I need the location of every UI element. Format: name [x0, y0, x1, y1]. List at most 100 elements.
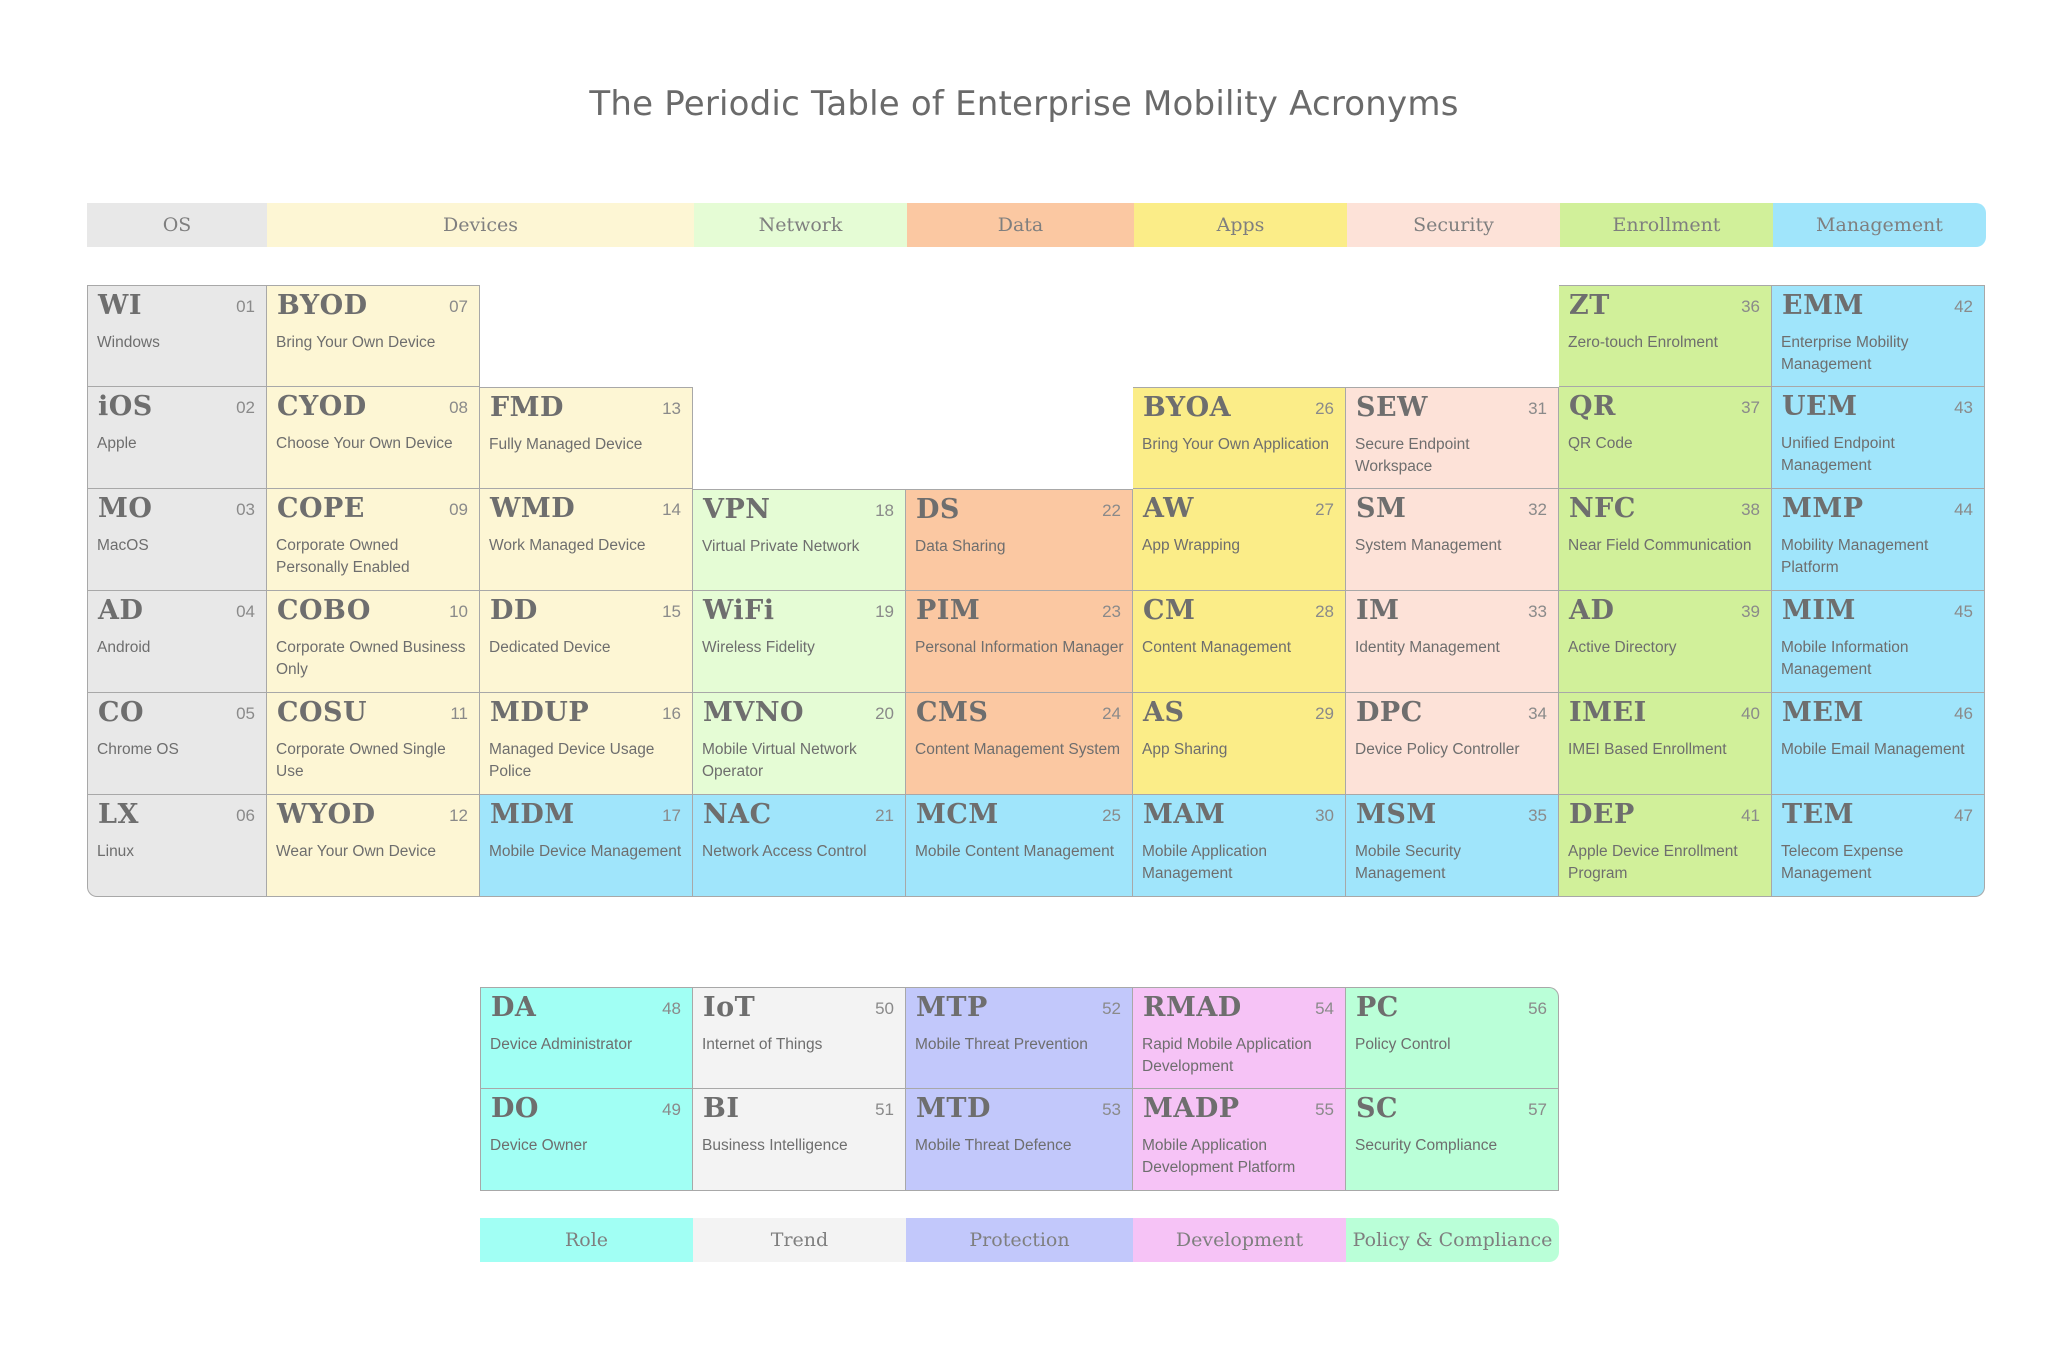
- element-symbol: IMEI: [1569, 697, 1647, 728]
- element-name: Network Access Control: [702, 843, 867, 860]
- element-name: Mobile Content Management: [915, 843, 1115, 860]
- element-symbol: BYOA: [1143, 392, 1232, 423]
- element-mcm-25: MCM 25 Mobile Content Management: [906, 795, 1133, 897]
- element-name: Security Compliance: [1355, 1137, 1498, 1154]
- element-byoa-26: BYOA 26 Bring Your Own Application: [1133, 387, 1346, 489]
- element-symbol: BYOD: [277, 290, 368, 321]
- element-number: 27: [1315, 500, 1334, 519]
- element-name: IMEI Based Enrollment: [1568, 741, 1727, 758]
- element-symbol: VPN: [703, 494, 771, 525]
- element-dd-15: DD 15 Dedicated Device: [480, 591, 693, 693]
- legend-development: Development: [1133, 1218, 1346, 1262]
- element-byod-07: BYOD 07 Bring Your Own Device: [267, 285, 480, 387]
- element-name: Mobile Threat Prevention: [915, 1036, 1088, 1053]
- element-name: Mobile Virtual Network Operator: [702, 741, 857, 780]
- element-number: 56: [1528, 999, 1547, 1018]
- element-symbol: SC: [1356, 1093, 1398, 1124]
- element-symbol: WYOD: [277, 799, 376, 830]
- element-symbol: MVNO: [703, 697, 805, 728]
- element-symbol: DS: [916, 494, 960, 525]
- element-name: Mobile Email Management: [1781, 741, 1965, 758]
- element-name: Content Management: [1142, 639, 1292, 656]
- legend-network: Network: [694, 203, 907, 247]
- element-name: Mobile Information Management: [1781, 639, 1909, 678]
- element-name: Secure Endpoint Workspace: [1355, 436, 1470, 475]
- element-symbol: BI: [703, 1093, 740, 1124]
- element-number: 14: [662, 500, 681, 519]
- element-number: 45: [1954, 602, 1973, 621]
- element-number: 50: [875, 999, 894, 1018]
- element-name: Zero-touch Enrolment: [1568, 334, 1718, 351]
- element-symbol: DEP: [1569, 799, 1635, 830]
- element-symbol: DD: [490, 595, 538, 626]
- element-name: Enterprise Mobility Management: [1781, 334, 1909, 373]
- element-mdup-16: MDUP 16 Managed Device Usage Police: [480, 693, 693, 795]
- element-number: 41: [1741, 806, 1760, 825]
- element-name: Business Intelligence: [702, 1137, 848, 1154]
- element-lx-06: LX 06 Linux: [87, 795, 267, 897]
- legend-management: Management: [1773, 203, 1986, 247]
- element-symbol: DO: [491, 1093, 539, 1124]
- element-name: Apple Device Enrollment Program: [1568, 843, 1738, 882]
- element-symbol: COPE: [277, 493, 365, 524]
- element-name: Mobile Application Development Platform: [1142, 1137, 1296, 1176]
- element-number: 10: [449, 602, 468, 621]
- element-uem-43: UEM 43 Unified Endpoint Management: [1772, 387, 1985, 489]
- element-nac-21: NAC 21 Network Access Control: [693, 795, 906, 897]
- element-name: Work Managed Device: [489, 537, 646, 554]
- legend-role: Role: [480, 1218, 693, 1262]
- element-vpn-18: VPN 18 Virtual Private Network: [693, 489, 906, 591]
- element-wmd-14: WMD 14 Work Managed Device: [480, 489, 693, 591]
- element-name: Telecom Expense Management: [1781, 843, 1904, 882]
- legend-policy-compliance: Policy & Compliance: [1346, 1218, 1559, 1262]
- element-pc-56: PC 56 Policy Control: [1346, 987, 1559, 1089]
- element-number: 31: [1528, 399, 1547, 418]
- element-symbol: RMAD: [1143, 992, 1242, 1023]
- element-cobo-10: COBO 10 Corporate Owned Business Only: [267, 591, 480, 693]
- element-symbol: PC: [1356, 992, 1399, 1023]
- element-symbol: NFC: [1569, 493, 1636, 524]
- element-cosu-11: COSU 11 Corporate Owned Single Use: [267, 693, 480, 795]
- element-number: 39: [1741, 602, 1760, 621]
- element-number: 40: [1741, 704, 1760, 723]
- element-symbol: MEM: [1782, 697, 1864, 728]
- element-number: 06: [236, 806, 255, 825]
- element-number: 52: [1102, 999, 1121, 1018]
- element-name: Corporate Owned Single Use: [276, 741, 446, 780]
- element-name: Windows: [97, 334, 160, 351]
- element-mem-46: MEM 46 Mobile Email Management: [1772, 693, 1985, 795]
- element-number: 25: [1102, 806, 1121, 825]
- element-ios-02: iOS 02 Apple: [87, 387, 267, 489]
- element-symbol: MTP: [916, 992, 988, 1023]
- element-msm-35: MSM 35 Mobile Security Management: [1346, 795, 1559, 897]
- element-name: Mobile Application Management: [1142, 843, 1267, 882]
- legend-security: Security: [1347, 203, 1560, 247]
- element-symbol: SEW: [1356, 392, 1428, 423]
- element-tem-47: TEM 47 Telecom Expense Management: [1772, 795, 1985, 897]
- element-symbol: UEM: [1782, 391, 1858, 422]
- element-zt-36: ZT 36 Zero-touch Enrolment: [1559, 285, 1772, 387]
- element-symbol: CO: [98, 697, 145, 728]
- element-number: 24: [1102, 704, 1121, 723]
- element-name: Wireless Fidelity: [702, 639, 815, 656]
- element-name: Device Policy Controller: [1355, 741, 1520, 758]
- element-number: 07: [449, 297, 468, 316]
- element-cope-09: COPE 09 Corporate Owned Personally Enabled: [267, 489, 480, 591]
- element-name: Personal Information Manager: [915, 639, 1124, 656]
- element-number: 21: [875, 806, 894, 825]
- element-symbol: MADP: [1143, 1093, 1240, 1124]
- element-fmd-13: FMD 13 Fully Managed Device: [480, 387, 693, 489]
- element-name: MacOS: [97, 537, 149, 554]
- element-name: Virtual Private Network: [702, 538, 860, 555]
- element-number: 22: [1102, 501, 1121, 520]
- element-emm-42: EMM 42 Enterprise Mobility Management: [1772, 285, 1985, 387]
- element-cms-24: CMS 24 Content Management System: [906, 693, 1133, 795]
- element-name: Internet of Things: [702, 1036, 823, 1053]
- element-number: 01: [236, 297, 255, 316]
- element-symbol: COBO: [277, 595, 371, 626]
- element-name: Data Sharing: [915, 538, 1006, 555]
- element-number: 17: [662, 806, 681, 825]
- element-symbol: CYOD: [277, 391, 367, 422]
- element-name: Active Directory: [1568, 639, 1677, 656]
- element-sew-31: SEW 31 Secure Endpoint Workspace: [1346, 387, 1559, 489]
